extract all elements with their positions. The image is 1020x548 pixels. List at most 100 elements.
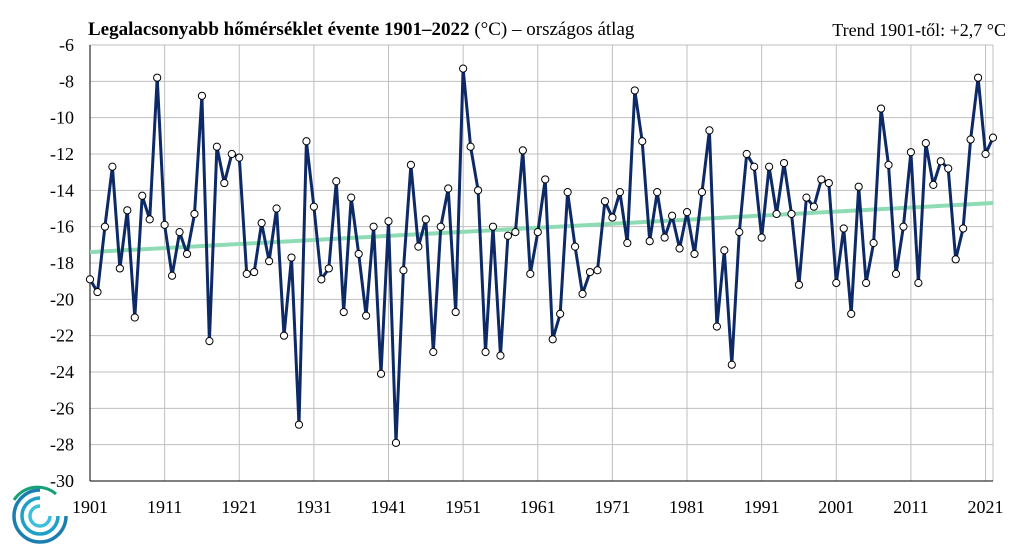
data-point xyxy=(429,347,438,357)
data-point xyxy=(585,267,595,277)
data-point xyxy=(503,231,513,240)
data-point xyxy=(951,255,960,264)
data-point xyxy=(265,257,274,266)
data-point xyxy=(279,331,289,340)
data-point xyxy=(660,233,669,242)
data-point xyxy=(862,278,871,288)
data-point xyxy=(347,193,356,202)
data-point xyxy=(727,360,736,369)
data-point xyxy=(570,242,580,251)
data-point xyxy=(145,215,154,224)
data-point xyxy=(369,222,378,231)
data-point xyxy=(488,222,498,231)
data-point xyxy=(906,148,916,157)
y-tick-label: -22 xyxy=(50,326,74,346)
y-tick-label: -16 xyxy=(50,217,74,237)
data-point xyxy=(593,266,602,275)
data-point xyxy=(772,209,781,219)
data-point xyxy=(750,162,759,171)
data-point xyxy=(220,178,229,188)
data-point xyxy=(444,184,453,193)
data-point xyxy=(130,313,139,322)
data-point xyxy=(884,160,893,169)
data-point xyxy=(735,228,744,237)
data-point xyxy=(421,215,430,224)
data-point xyxy=(354,249,363,259)
data-point xyxy=(406,160,416,169)
x-tick-label: 1961 xyxy=(520,497,556,517)
y-tick-label: -8 xyxy=(59,71,74,91)
data-point xyxy=(287,253,296,262)
data-point xyxy=(481,347,490,357)
data-point xyxy=(757,233,766,242)
data-point xyxy=(115,264,124,273)
data-point xyxy=(921,139,930,148)
data-point xyxy=(302,137,311,146)
data-point xyxy=(197,91,207,100)
data-point xyxy=(414,242,423,251)
data-point xyxy=(175,228,184,237)
data-point xyxy=(705,126,714,135)
data-point xyxy=(436,222,445,231)
data-point xyxy=(227,149,236,159)
axes xyxy=(89,45,993,482)
data-point xyxy=(817,175,826,184)
data-point xyxy=(108,162,117,171)
data-points xyxy=(85,64,998,447)
data-point xyxy=(720,246,729,255)
data-point xyxy=(332,177,341,186)
y-axis: -6 -8 -10 -12 -14 -16 -18 -20 -22 -24 -26 -28 -30 xyxy=(50,35,74,491)
data-point xyxy=(556,309,565,318)
data-point xyxy=(675,244,684,253)
y-tick-label: -30 xyxy=(50,471,74,491)
data-point xyxy=(623,238,632,248)
data-point xyxy=(376,369,386,378)
data-point xyxy=(832,278,841,288)
y-tick-label: -20 xyxy=(50,289,74,309)
y-tick-label: -10 xyxy=(50,108,74,128)
data-point xyxy=(869,238,878,248)
y-tick-label: -18 xyxy=(50,253,74,273)
data-point xyxy=(944,164,953,173)
data-point xyxy=(294,420,304,429)
data-point xyxy=(459,64,468,73)
data-point xyxy=(959,224,968,233)
data-point xyxy=(324,264,333,273)
data-point xyxy=(526,269,535,278)
data-point xyxy=(242,269,251,278)
data-point xyxy=(466,142,475,151)
data-point xyxy=(690,249,699,259)
data-point xyxy=(362,311,371,320)
data-point xyxy=(854,182,863,191)
data-point xyxy=(205,337,214,346)
data-point xyxy=(309,202,318,211)
data-point xyxy=(317,275,326,284)
data-point xyxy=(899,222,908,231)
y-tick-label: -24 xyxy=(50,362,74,382)
data-point xyxy=(563,188,572,197)
y-tick-label: -6 xyxy=(59,35,74,55)
data-point xyxy=(667,211,677,220)
data-point xyxy=(914,278,923,288)
y-tick-label: -14 xyxy=(50,180,74,200)
data-point xyxy=(511,228,520,237)
x-tick-label: 1971 xyxy=(594,497,630,517)
data-point xyxy=(653,188,662,197)
data-point xyxy=(638,137,647,146)
x-tick-label: 1901 xyxy=(72,497,108,517)
x-tick-label: 1921 xyxy=(221,497,257,517)
data-point xyxy=(153,73,162,82)
data-point xyxy=(824,178,833,188)
y-tick-label: -28 xyxy=(50,435,74,455)
data-point xyxy=(235,153,244,162)
data-point xyxy=(787,209,796,219)
data-point xyxy=(138,191,147,200)
data-point xyxy=(615,188,624,197)
data-point xyxy=(891,269,901,278)
x-tick-label: 1991 xyxy=(744,497,780,517)
chart-title-rest: (°C) – országos átlag xyxy=(470,19,635,40)
data-point xyxy=(988,133,998,142)
data-point xyxy=(518,146,527,155)
data-point xyxy=(257,218,266,228)
